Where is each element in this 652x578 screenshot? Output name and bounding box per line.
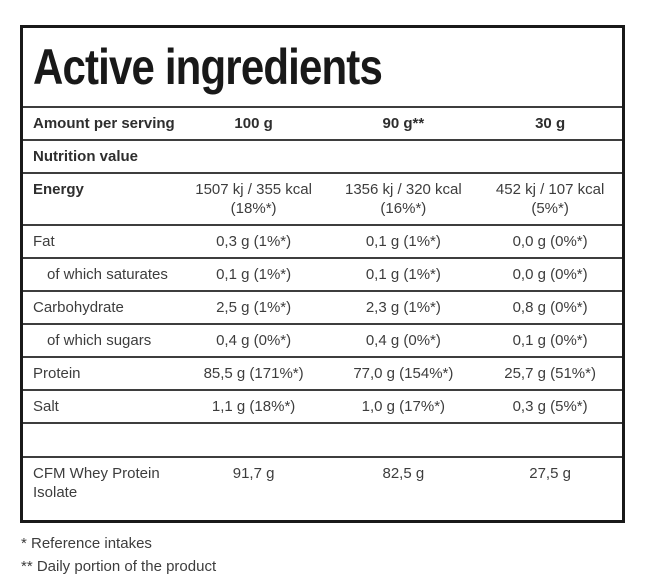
value-cell: 0,0 g (0%*) (512, 266, 588, 283)
row-of-which-sugars: of which sugars 0,4 g (0%*) 0,4 g (0%*) … (23, 325, 622, 358)
footnotes: * Reference intakes ** Daily portion of … (21, 532, 216, 578)
value-cell: 27,5 g (529, 465, 571, 482)
header-col-90g: 90 g** (382, 115, 425, 132)
header-col-100g: 100 g (234, 115, 273, 132)
row-fat: Fat 0,3 g (1%*) 0,1 g (1%*) 0,0 g (0%*) (23, 226, 622, 259)
value-cell: 77,0 g (154%*) (353, 365, 454, 382)
value-cell: 0,4 g (0%*) (216, 332, 292, 349)
row-label: Protein (33, 365, 81, 382)
value-cell: 1507 kj / 355 kcal (18%*) (195, 181, 312, 217)
row-of-which-saturates: of which saturates 0,1 g (1%*) 0,1 g (1%… (23, 259, 622, 292)
nutrition-table: Active ingredients Amount per serving 10… (20, 25, 625, 523)
row-salt: Salt 1,1 g (18%*) 1,0 g (17%*) 0,3 g (5%… (23, 391, 622, 424)
value-cell: 0,8 g (0%*) (512, 299, 588, 316)
row-label: of which sugars (47, 332, 152, 349)
row-label: CFM Whey Protein Isolate (33, 465, 160, 501)
row-cfm-whey-protein-isolate: CFM Whey Protein Isolate 91,7 g 82,5 g 2… (23, 458, 622, 520)
value-cell: 0,3 g (5%*) (512, 398, 588, 415)
header-col-30g: 30 g (535, 115, 566, 132)
value-cell: 85,5 g (171%*) (203, 365, 304, 382)
table-title-block: Active ingredients (23, 28, 622, 108)
footnote-daily-portion: ** Daily portion of the product (21, 558, 217, 575)
value-cell: 1,0 g (17%*) (361, 398, 446, 415)
header-row: Amount per serving 100 g 90 g** 30 g (23, 108, 622, 141)
value-cell: 82,5 g (382, 465, 425, 482)
spacer-row (23, 424, 622, 458)
row-carbohydrate: Carbohydrate 2,5 g (1%*) 2,3 g (1%*) 0,8… (23, 292, 622, 325)
value-cell: 0,1 g (1%*) (216, 266, 292, 283)
table-title: Active ingredients (33, 39, 383, 95)
row-energy: Energy 1507 kj / 355 kcal (18%*) 1356 kj… (23, 174, 622, 226)
value-cell: 0,1 g (0%*) (512, 332, 588, 349)
value-cell: 0,1 g (1%*) (365, 233, 441, 250)
footnote-reference-intakes: * Reference intakes (21, 535, 152, 552)
row-label: Salt (33, 398, 59, 415)
section-header-row: Nutrition value (23, 141, 622, 174)
value-cell: 0,4 g (0%*) (365, 332, 441, 349)
value-cell: 0,0 g (0%*) (512, 233, 588, 250)
row-label: Fat (33, 233, 55, 250)
value-cell: 2,5 g (1%*) (216, 299, 292, 316)
value-cell: 0,1 g (1%*) (365, 266, 441, 283)
row-label: of which saturates (47, 266, 168, 283)
value-cell: 1,1 g (18%*) (211, 398, 296, 415)
value-cell: 0,3 g (1%*) (216, 233, 292, 250)
empty-cell (478, 141, 622, 153)
empty-cell (328, 141, 478, 153)
row-label: Energy (33, 181, 84, 198)
value-cell: 25,7 g (51%*) (504, 365, 596, 382)
value-cell: 91,7 g (232, 465, 275, 482)
section-header-label: Nutrition value (33, 148, 139, 165)
value-cell: 452 kj / 107 kcal (5%*) (495, 181, 605, 217)
empty-cell (179, 141, 329, 153)
row-protein: Protein 85,5 g (171%*) 77,0 g (154%*) 25… (23, 358, 622, 391)
row-label: Carbohydrate (33, 299, 124, 316)
value-cell: 2,3 g (1%*) (365, 299, 441, 316)
value-cell: 1356 kj / 320 kcal (16%*) (344, 181, 462, 217)
header-amount-per-serving: Amount per serving (33, 115, 175, 132)
